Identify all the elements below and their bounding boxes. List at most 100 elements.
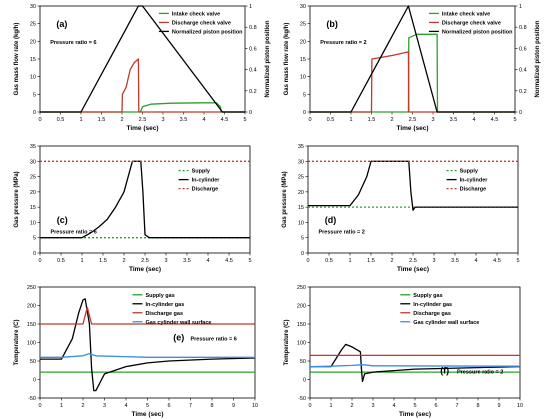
y-tick-label: 200: [297, 304, 306, 310]
x-axis-label: Time (sec): [397, 266, 429, 273]
annotation-text: Pressure ratio = 2: [457, 370, 503, 376]
y-tick-label: 0: [33, 110, 36, 116]
y-tick-label: 5: [301, 236, 304, 242]
x-tick-label: 0: [38, 258, 41, 264]
x-tick-label: 0: [308, 117, 311, 123]
x-tick-label: 10: [252, 403, 258, 409]
x-axis-label: Time (sec): [396, 125, 428, 132]
x-tick-label: 6: [167, 403, 170, 409]
x-tick-label: 5: [248, 258, 251, 264]
x-tick-label: 4.5: [221, 117, 229, 123]
y-tick-label: 0: [303, 378, 306, 384]
x-tick-label: 5: [243, 117, 246, 123]
x-tick-label: 8: [476, 403, 479, 409]
y-tick-label: 10: [30, 220, 36, 226]
y-axis-label: Temperature (C): [284, 320, 290, 366]
x-tick-label: 5: [513, 117, 516, 123]
annotation-text: Pressure ratio = 2: [319, 230, 365, 236]
legend-label: Supply gas: [145, 293, 174, 299]
y-tick-label: 15: [298, 205, 304, 211]
x-tick-label: 2: [120, 117, 123, 123]
y-tick-label: 0: [33, 251, 36, 257]
y-axis-label: Gas pressure (MPa): [282, 171, 288, 227]
y-tick-label: 30: [30, 4, 36, 10]
y-tick-label: 10: [298, 220, 304, 226]
series-line: [308, 160, 518, 211]
y-tick-label: 30: [30, 159, 36, 165]
y-tick-label: 30: [298, 159, 304, 165]
chart-panel-2: 0 0.5 1 1.5 2 2.5 3 3.5 4 4.5 505101520253000.20.4…: [284, 4, 541, 132]
legend-label: Normalized piston position: [172, 29, 243, 35]
x-tick-label: 0: [38, 117, 41, 123]
x-tick-label: 0.5: [325, 258, 333, 264]
y-tick-label: 250: [297, 285, 306, 291]
y-tick-label: 100: [27, 341, 36, 347]
panel-label: (f): [440, 366, 449, 376]
x-tick-label: 3.5: [183, 258, 191, 264]
legend-label: Intake check valve: [442, 11, 490, 17]
x-tick-label: 4.5: [225, 258, 233, 264]
x-tick-label: 10: [517, 403, 523, 409]
legend-label: In-cylinder: [460, 178, 489, 184]
legend-label: In-cylinder: [192, 178, 221, 184]
x-tick-label: 5: [413, 403, 416, 409]
series-line: [40, 160, 250, 239]
y-tick-label: 5: [303, 92, 306, 98]
y-tick-label: 50: [30, 359, 36, 365]
x-tick-label: 0: [306, 258, 309, 264]
x-tick-label: 1.5: [99, 258, 107, 264]
series-line: [40, 352, 255, 358]
annotation-text: Pressure ratio = 2: [320, 40, 366, 46]
x-tick-label: 0: [308, 403, 311, 409]
y-tick-label: 25: [298, 175, 304, 181]
y-axis-label: Gas pressure (MPa): [14, 171, 20, 227]
x-tick-label: 4: [474, 258, 477, 264]
x-tick-label: 3.5: [180, 117, 188, 123]
series-line: [310, 5, 515, 113]
annotation-text: Pressure ratio = 6: [50, 40, 96, 46]
y2-tick-label: 0: [519, 110, 522, 116]
x-tick-label: 5: [516, 258, 519, 264]
series-line: [40, 58, 245, 113]
x-tick-label: 9: [232, 403, 235, 409]
x-tick-label: 3: [371, 403, 374, 409]
y-tick-label: 15: [30, 205, 36, 211]
legend-label: Discharge: [460, 187, 487, 193]
y-tick-label: 0: [303, 110, 306, 116]
x-tick-label: 3: [103, 403, 106, 409]
x-tick-label: 9: [497, 403, 500, 409]
x-tick-label: 4: [124, 403, 127, 409]
y-axis-label: Gas mass flow rate (kg/h): [284, 23, 290, 96]
y2-tick-label: 1: [519, 4, 522, 10]
y2-tick-label: 0.2: [249, 89, 257, 95]
x-axis-label: Time (sec): [129, 266, 161, 273]
legend-label: Discharge gas: [145, 311, 183, 317]
x-tick-label: 1: [79, 117, 82, 123]
legend-label: Supply: [460, 169, 479, 175]
y2-tick-label: 0.4: [249, 68, 257, 74]
y2-axis-label: Normalized piston position: [265, 20, 271, 97]
plot-frame: [307, 145, 519, 254]
panel-label: (b): [326, 19, 338, 29]
y-tick-label: 20: [298, 190, 304, 196]
x-tick-label: 8: [210, 403, 213, 409]
x-tick-label: 5: [146, 403, 149, 409]
legend-label: Discharge gas: [413, 311, 451, 317]
chart-panel-1: 0 0.5 1 1.5 2 2.5 3 3.5 4 4.5 505101520253000.20.4…: [14, 4, 271, 132]
x-axis-label: Time (sec): [399, 411, 431, 418]
x-tick-label: 0: [38, 403, 41, 409]
panel-label: (d): [325, 215, 337, 225]
x-tick-label: 7: [455, 403, 458, 409]
x-axis-label: Time (sec): [126, 125, 158, 132]
x-tick-label: 1.5: [368, 117, 376, 123]
y-tick-label: 50: [300, 359, 306, 365]
y-tick-label: 25: [30, 22, 36, 28]
x-tick-label: 1: [60, 403, 63, 409]
legend-label: Gas cylinder wall surface: [413, 320, 479, 326]
y-tick-label: 25: [300, 22, 306, 28]
chart-panel-4: 0 0.5 1 1.5 2 2.5 3 3.5 4 4.5 5 0 5 10 15 20 25 30 35 Time …: [282, 144, 520, 273]
y2-axis-label: Normalized piston position: [535, 20, 541, 97]
series-line: [40, 102, 245, 113]
